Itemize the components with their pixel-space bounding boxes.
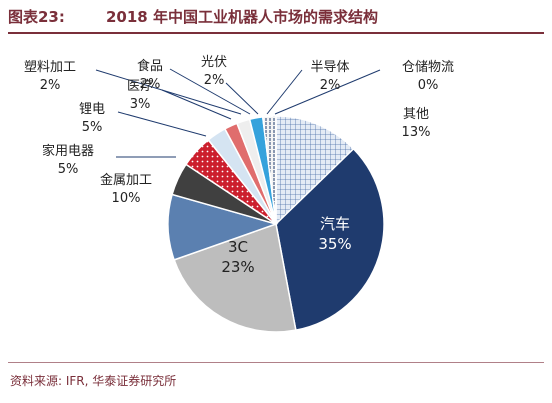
slice-value-2: 23% bbox=[221, 258, 254, 276]
slice-name-10: 半导体 bbox=[310, 60, 349, 75]
pie-slice-1 bbox=[275, 147, 385, 332]
slice-name-9: 光伏 bbox=[201, 55, 227, 70]
slice-value-8: 2% bbox=[140, 77, 161, 92]
leader-line-10 bbox=[266, 69, 303, 115]
source-divider bbox=[8, 362, 544, 363]
slice-name-0: 其他 bbox=[403, 107, 429, 122]
slice-name-8: 食品 bbox=[137, 58, 163, 74]
pie-slice-0 bbox=[275, 115, 355, 226]
slice-value-4: 5% bbox=[58, 162, 79, 177]
slice-value-3: 10% bbox=[112, 191, 141, 206]
slice-name-1: 汽车 bbox=[320, 215, 350, 233]
pie-chart: 其他 13% 汽车 35% 3C 23% 金属加工 10% 家用电器 5% 锂电 5% 医疗 3% 塑料加工… bbox=[24, 55, 454, 333]
slice-value-5: 5% bbox=[82, 120, 103, 135]
slice-value-9: 2% bbox=[204, 73, 225, 88]
pie-slices bbox=[167, 115, 385, 333]
slice-name-11: 仓储物流 bbox=[402, 60, 454, 75]
figure-header: 图表23: 2018 年中国工业机器人市场的需求结构 bbox=[8, 6, 544, 34]
chart-title: 2018 年中国工业机器人市场的需求结构 bbox=[106, 8, 378, 26]
source-note: 资料来源: IFR, 华泰证券研究所 bbox=[10, 374, 177, 388]
slice-value-0: 13% bbox=[402, 125, 431, 140]
pie-slice-10 bbox=[261, 115, 277, 225]
slice-name-2: 3C bbox=[228, 238, 248, 256]
slice-value-11: 0% bbox=[418, 78, 439, 93]
slice-value-6: 3% bbox=[130, 97, 151, 112]
figure-number: 图表23: bbox=[8, 8, 65, 26]
leader-line-8 bbox=[169, 68, 251, 115]
slice-value-7: 2% bbox=[40, 78, 61, 93]
slice-labels: 其他 13% 汽车 35% 3C 23% 金属加工 10% 家用电器 5% 锂电 5% 医疗 3% 塑料加工… bbox=[24, 55, 454, 276]
pie-slice-2 bbox=[173, 223, 297, 333]
leader-line-5 bbox=[117, 111, 207, 137]
slice-name-7: 塑料加工 bbox=[24, 60, 76, 75]
slice-name-6: 医疗 bbox=[127, 79, 153, 94]
leader-line-7 bbox=[95, 69, 242, 115]
slice-name-3: 金属加工 bbox=[100, 172, 152, 188]
leader-line-11 bbox=[274, 69, 381, 115]
slice-name-5: 锂电 bbox=[79, 102, 105, 117]
slice-name-4: 家用电器 bbox=[42, 143, 94, 159]
leader-lines bbox=[95, 68, 381, 158]
slice-value-1: 35% bbox=[318, 235, 351, 253]
slice-value-10: 2% bbox=[320, 78, 341, 93]
leader-line-9 bbox=[225, 82, 259, 115]
leader-line-6 bbox=[161, 89, 232, 120]
